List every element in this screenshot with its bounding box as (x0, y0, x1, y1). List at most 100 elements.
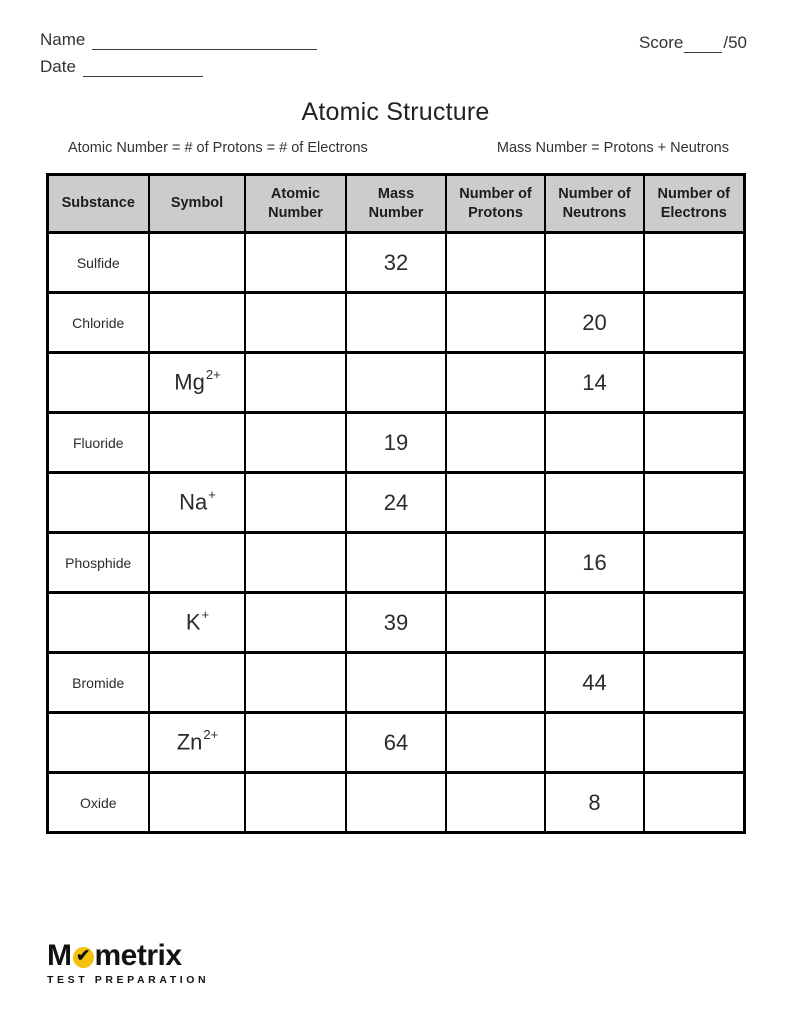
cell-mass-number (345, 531, 447, 594)
cell-electrons (643, 411, 745, 474)
cell-mass-number: 19 (345, 411, 447, 474)
cell-substance: Fluoride (46, 411, 150, 474)
cell-neutrons: 44 (544, 651, 645, 714)
date-blank-line (82, 61, 203, 77)
cell-symbol (148, 771, 246, 834)
cell-protons (445, 351, 546, 414)
cell-atomic-number (244, 411, 347, 474)
cell-electrons (643, 531, 745, 594)
cell-symbol (148, 531, 246, 594)
ion-symbol: Mg (174, 369, 205, 395)
page-header: Name Date Score /50 (0, 0, 791, 77)
table-row: Mg2+ 14 (46, 351, 745, 414)
column-header: Substance (46, 173, 150, 234)
ion-charge: 2+ (205, 367, 221, 383)
mass-number-hint: Mass Number = Protons + Neutrons (496, 140, 729, 156)
checkmark-icon: ✔ (76, 945, 90, 965)
table-row: Chloride 20 (46, 291, 745, 354)
cell-substance: Oxide (46, 771, 150, 834)
cell-neutrons (544, 231, 645, 294)
cell-protons (445, 471, 546, 534)
cell-symbol (148, 291, 246, 354)
table-row: Bromide 44 (46, 651, 745, 714)
cell-substance (46, 711, 150, 774)
cell-substance (46, 351, 150, 414)
cell-mass-number: 39 (345, 591, 447, 654)
table-row: Zn2+ 64 (46, 711, 745, 774)
formula-hints: Atomic Number = # of Protons = # of Elec… (68, 140, 729, 156)
cell-electrons (643, 231, 745, 294)
cell-protons (445, 531, 546, 594)
date-field: Date (40, 57, 317, 77)
cell-substance (46, 471, 150, 534)
cell-substance: Phosphide (46, 531, 150, 594)
cell-symbol: Mg2+ (148, 351, 246, 414)
column-header: Number of Electrons (643, 173, 745, 234)
cell-protons (445, 651, 546, 714)
name-label: Name (40, 30, 86, 49)
cell-atomic-number (244, 531, 347, 594)
cell-electrons (643, 591, 745, 654)
logo-suffix: metrix (94, 939, 183, 972)
cell-neutrons: 8 (544, 771, 645, 834)
cell-symbol (148, 651, 246, 714)
cell-atomic-number (244, 771, 347, 834)
logo-prefix: M (47, 939, 72, 972)
cell-atomic-number (244, 471, 347, 534)
cell-mass-number (345, 771, 447, 834)
ion-charge: 2+ (203, 727, 219, 743)
cell-neutrons: 16 (544, 531, 645, 594)
cell-neutrons: 20 (544, 291, 645, 354)
cell-atomic-number (244, 291, 347, 354)
table-row: Sulfide 32 (46, 231, 745, 294)
mometrix-logo: M ✔ metrix TEST PREPARATION (47, 941, 210, 987)
ion-charge: + (208, 487, 216, 503)
table-row: Na+ 24 (46, 471, 745, 534)
ion-charge: + (201, 607, 210, 623)
score-field: Score /50 (639, 33, 747, 53)
ion-symbol: Na (179, 489, 208, 515)
cell-protons (445, 591, 546, 654)
cell-atomic-number (244, 591, 347, 654)
ion-symbol: Zn (176, 729, 203, 755)
cell-electrons (643, 351, 745, 414)
atomic-structure-table: Substance Symbol Atomic Number Mass Number N… (45, 173, 746, 834)
cell-protons (445, 411, 546, 474)
table-row: Fluoride 19 (46, 411, 745, 474)
column-header: Symbol (148, 173, 246, 234)
score-blank-line (684, 37, 723, 53)
cell-mass-number (345, 651, 447, 714)
cell-mass-number: 24 (345, 471, 447, 534)
check-circle-icon: ✔ (72, 945, 94, 968)
column-header: Mass Number (345, 173, 447, 234)
cell-symbol: Zn2+ (148, 711, 246, 774)
cell-atomic-number (244, 711, 347, 774)
cell-neutrons (544, 591, 645, 654)
cell-protons (445, 771, 546, 834)
ion-symbol: K (185, 609, 201, 635)
table-row: Phosphide 16 (46, 531, 745, 594)
cell-atomic-number (244, 651, 347, 714)
cell-symbol: Na+ (148, 471, 246, 534)
table-row: K+ 39 (46, 591, 745, 654)
cell-protons (445, 231, 546, 294)
score-total: /50 (723, 33, 747, 52)
cell-electrons (643, 651, 745, 714)
cell-symbol (148, 411, 246, 474)
logo-tagline: TEST PREPARATION (47, 974, 210, 986)
name-field: Name (40, 30, 318, 50)
table-row: Oxide 8 (46, 771, 745, 834)
student-id-block: Name Date (40, 30, 318, 77)
cell-mass-number (345, 291, 447, 354)
cell-electrons (643, 771, 745, 834)
cell-symbol (148, 231, 246, 294)
cell-protons (445, 711, 546, 774)
cell-substance: Bromide (46, 651, 150, 714)
logo-wordmark: M ✔ metrix (47, 941, 209, 971)
cell-electrons (643, 471, 745, 534)
date-label: Date (40, 57, 76, 76)
page-title: Atomic Structure (301, 98, 490, 126)
cell-mass-number: 64 (345, 711, 447, 774)
column-header: Atomic Number (244, 173, 347, 234)
